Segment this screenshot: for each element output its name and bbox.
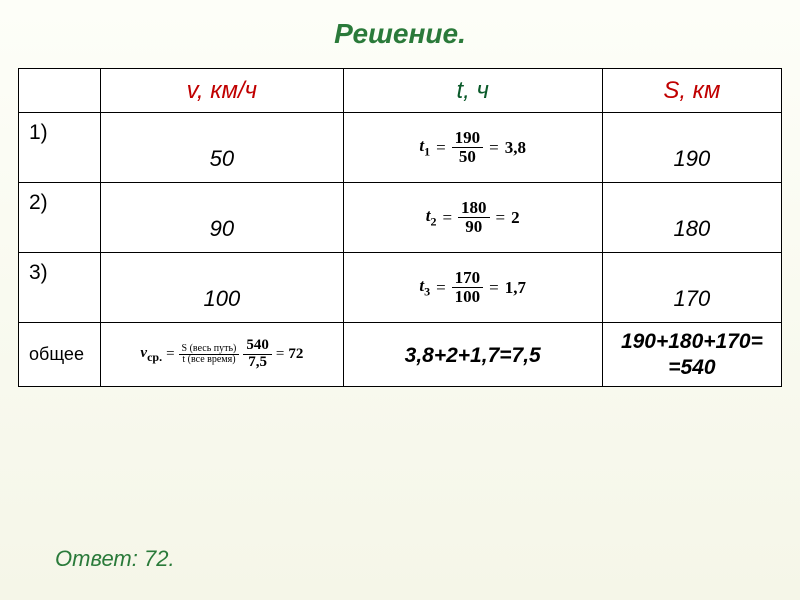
distance-sum: 190+180+170= =540 <box>611 329 773 379</box>
header-v-label: v, км/ч <box>187 77 257 104</box>
header-time: t, ч <box>343 69 602 113</box>
fraction: 170 100 <box>452 269 484 306</box>
table-row: 2) 90 t2 = 180 90 = 2 180 <box>19 183 782 253</box>
header-distance: S, км <box>602 69 781 113</box>
table-row: 3) 100 t3 = 170 100 = 1,7 170 <box>19 253 782 323</box>
distance-value: 180 <box>602 183 781 253</box>
velocity-value: 90 <box>101 183 343 253</box>
row-label: 1) <box>19 113 101 183</box>
time-sum-cell: 3,8+2+1,7=7,5 <box>343 323 602 387</box>
header-s-label: S, км <box>663 77 720 104</box>
total-label: общее <box>19 323 101 387</box>
table-row: 1) 50 t1 = 190 50 = 3,8 190 <box>19 113 782 183</box>
header-row: v, км/ч t, ч S, км <box>19 69 782 113</box>
time-formula: t3 = 170 100 = 1,7 <box>419 269 526 306</box>
time-formula: t2 = 180 90 = 2 <box>426 199 520 236</box>
fraction-annot: S (весь путь) t (все время) <box>179 344 240 366</box>
time-formula-cell: t1 = 190 50 = 3,8 <box>343 113 602 183</box>
header-velocity: v, км/ч <box>101 69 343 113</box>
avg-velocity-formula: vср. = S (весь путь) t (все время) 540 7… <box>140 338 303 371</box>
distance-value: 190 <box>602 113 781 183</box>
fraction: 540 7,5 <box>243 338 272 371</box>
velocity-value: 50 <box>101 113 343 183</box>
distance-value: 170 <box>602 253 781 323</box>
distance-sum-cell: 190+180+170= =540 <box>602 323 781 387</box>
time-formula-cell: t3 = 170 100 = 1,7 <box>343 253 602 323</box>
fraction: 190 50 <box>452 129 484 166</box>
time-formula-cell: t2 = 180 90 = 2 <box>343 183 602 253</box>
header-t-label: t, ч <box>456 77 488 104</box>
formula-var: t3 <box>419 276 430 299</box>
time-sum: 3,8+2+1,7=7,5 <box>405 344 541 367</box>
formula-var: t1 <box>419 136 430 159</box>
row-label: 2) <box>19 183 101 253</box>
total-row: общее vср. = S (весь путь) t (все время)… <box>19 323 782 387</box>
solution-table-wrapper: v, км/ч t, ч S, км 1) 50 t1 = 190 50 <box>0 68 800 387</box>
velocity-value: 100 <box>101 253 343 323</box>
answer-text: Ответ: 72. <box>55 546 175 572</box>
solution-table: v, км/ч t, ч S, км 1) 50 t1 = 190 50 <box>18 68 782 387</box>
time-formula: t1 = 190 50 = 3,8 <box>419 129 526 166</box>
header-empty <box>19 69 101 113</box>
page-title: Решение. <box>0 0 800 68</box>
row-label: 3) <box>19 253 101 323</box>
avg-velocity-cell: vср. = S (весь путь) t (все время) 540 7… <box>101 323 343 387</box>
formula-var: t2 <box>426 206 437 229</box>
fraction: 180 90 <box>458 199 490 236</box>
formula-var: vср. <box>140 345 162 365</box>
